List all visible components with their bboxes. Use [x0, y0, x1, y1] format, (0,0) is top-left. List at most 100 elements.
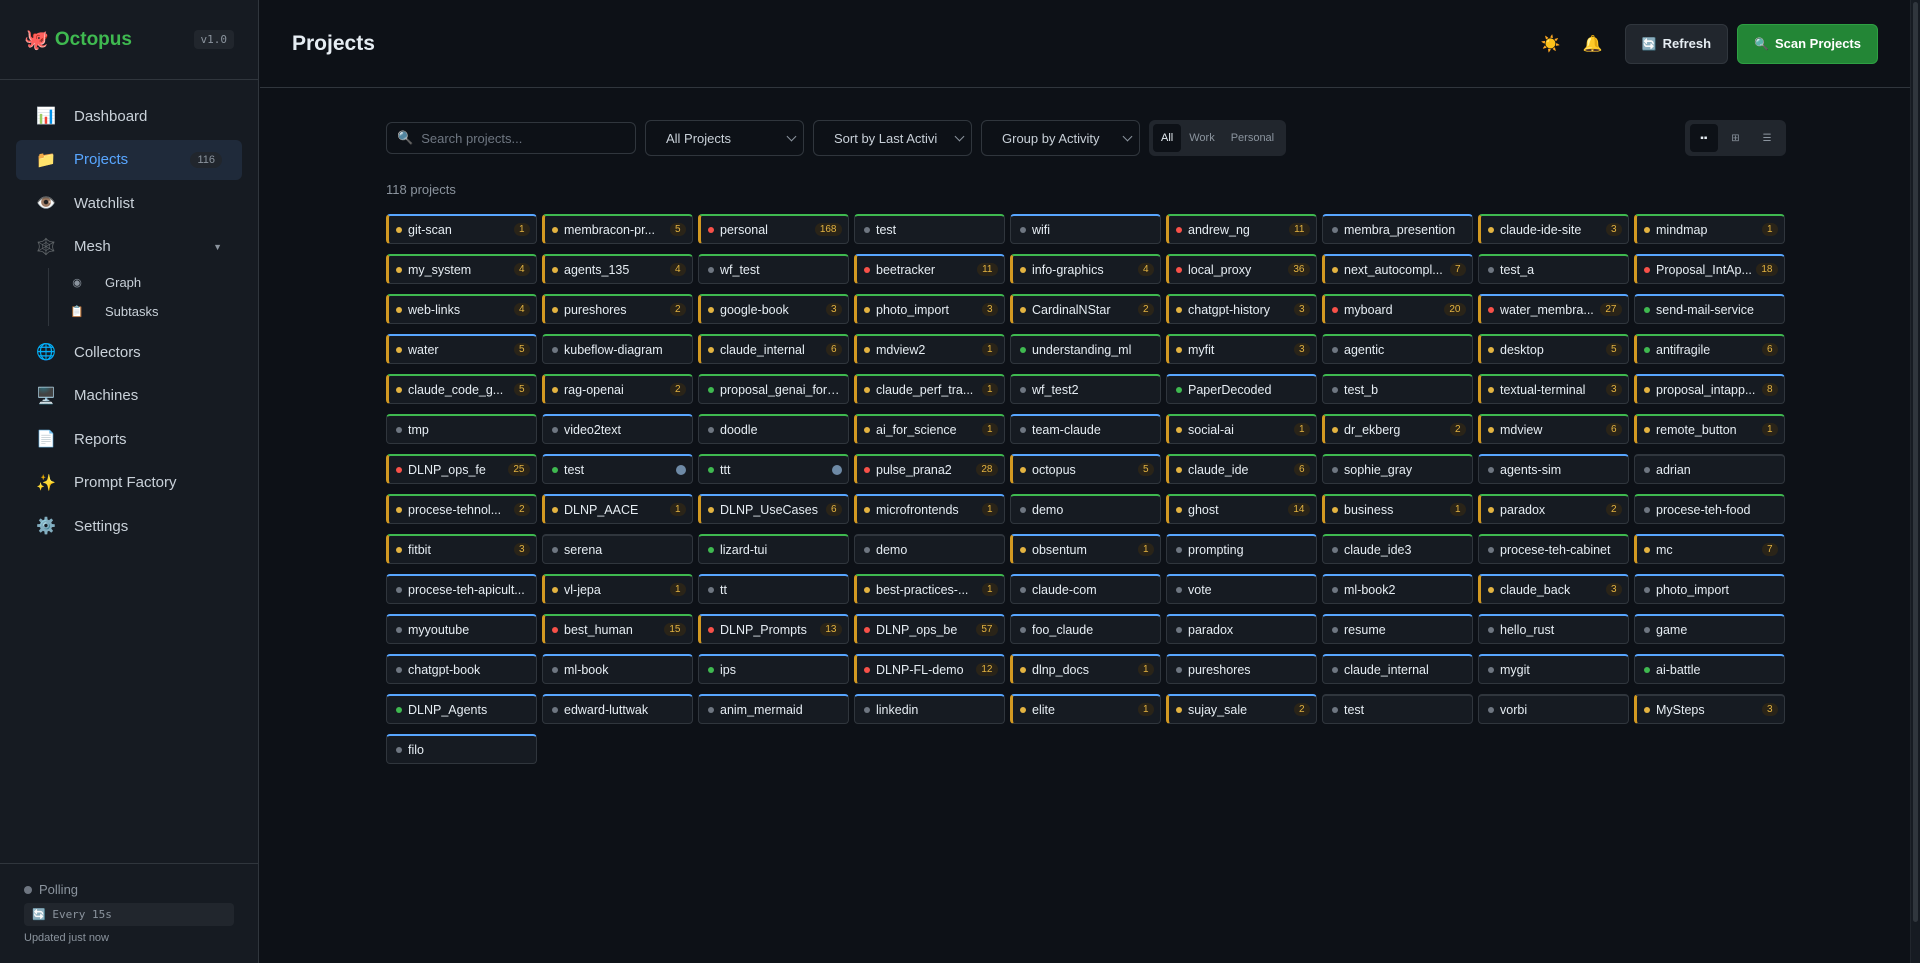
bell-icon[interactable]: 🔔 [1582, 35, 1603, 53]
nav-item-prompt-factory[interactable]: ✨ Prompt Factory [16, 463, 242, 503]
project-card[interactable]: personal 168 [698, 214, 849, 244]
project-card[interactable]: google-book 3 [698, 294, 849, 324]
project-card[interactable]: test [854, 214, 1005, 244]
project-card[interactable]: ttt [698, 454, 849, 484]
project-card[interactable]: rag-openai 2 [542, 374, 693, 404]
project-card[interactable]: obsentum 1 [1010, 534, 1161, 564]
project-card[interactable]: prompting [1166, 534, 1317, 564]
project-card[interactable]: mc 7 [1634, 534, 1785, 564]
project-card[interactable]: ips [698, 654, 849, 684]
project-card[interactable]: video2text [542, 414, 693, 444]
project-card[interactable]: test [1322, 694, 1473, 724]
nav-item-collectors[interactable]: 🌐 Collectors [16, 332, 242, 372]
project-card[interactable]: sophie_gray [1322, 454, 1473, 484]
project-card[interactable]: business 1 [1322, 494, 1473, 524]
project-card[interactable]: chatgpt-book [386, 654, 537, 684]
project-card[interactable]: vl-jepa 1 [542, 574, 693, 604]
project-card[interactable]: beetracker 11 [854, 254, 1005, 284]
project-card[interactable]: best-practices-... 1 [854, 574, 1005, 604]
project-card[interactable]: mygit [1478, 654, 1629, 684]
project-card[interactable]: procese-teh-cabinet [1478, 534, 1629, 564]
project-card[interactable]: vorbi [1478, 694, 1629, 724]
project-card[interactable]: DLNP_UseCases 6 [698, 494, 849, 524]
project-card[interactable]: DLNP_Agents [386, 694, 537, 724]
project-card[interactable]: water_membra... 27 [1478, 294, 1629, 324]
project-card[interactable]: claude_ide 6 [1166, 454, 1317, 484]
project-card[interactable]: info-graphics 4 [1010, 254, 1161, 284]
chevron-down-icon[interactable]: ▼ [213, 241, 222, 252]
nav-item-reports[interactable]: 📄 Reports [16, 419, 242, 459]
project-card[interactable]: pureshores [1166, 654, 1317, 684]
project-card[interactable]: claude_ide3 [1322, 534, 1473, 564]
project-card[interactable]: Proposal_IntAp... 18 [1634, 254, 1785, 284]
project-card[interactable]: linkedin [854, 694, 1005, 724]
project-card[interactable]: membra_presention [1322, 214, 1473, 244]
project-card[interactable]: agentic [1322, 334, 1473, 364]
project-card[interactable]: photo_import 3 [854, 294, 1005, 324]
project-card[interactable]: myfit 3 [1166, 334, 1317, 364]
scope-personal[interactable]: Personal [1230, 132, 1275, 144]
project-card[interactable]: demo [1010, 494, 1161, 524]
project-card[interactable]: agents_135 4 [542, 254, 693, 284]
project-card[interactable]: game [1634, 614, 1785, 644]
project-card[interactable]: ai_for_science 1 [854, 414, 1005, 444]
project-card[interactable]: claude_internal [1322, 654, 1473, 684]
project-card[interactable]: DLNP_ops_fe 25 [386, 454, 537, 484]
nav-item-machines[interactable]: 🖥️ Machines [16, 376, 242, 416]
project-card[interactable]: git-scan 1 [386, 214, 537, 244]
project-card[interactable]: remote_button 1 [1634, 414, 1785, 444]
project-card[interactable]: claude_internal 6 [698, 334, 849, 364]
project-card[interactable]: hello_rust [1478, 614, 1629, 644]
scope-work[interactable]: Work [1189, 132, 1215, 144]
polling-interval[interactable]: 🔄 Every 15s [24, 903, 234, 926]
project-card[interactable]: claude-com [1010, 574, 1161, 604]
project-card[interactable]: understanding_ml [1010, 334, 1161, 364]
nav-item-projects[interactable]: 📁 Projects 116 [16, 139, 242, 180]
project-card[interactable]: claude_perf_tra... 1 [854, 374, 1005, 404]
brand[interactable]: 🐙 Octopus v1.0 [0, 0, 258, 80]
project-card[interactable]: paradox [1166, 614, 1317, 644]
project-card[interactable]: paradox 2 [1478, 494, 1629, 524]
project-card[interactable]: procese-tehnol... 2 [386, 494, 537, 524]
nav-item-settings[interactable]: ⚙️ Settings [16, 506, 242, 546]
project-card[interactable]: lizard-tui [698, 534, 849, 564]
search-input[interactable] [421, 130, 612, 146]
project-card[interactable]: tt [698, 574, 849, 604]
project-card[interactable]: desktop 5 [1478, 334, 1629, 364]
project-card[interactable]: photo_import [1634, 574, 1785, 604]
project-card[interactable]: tmp [386, 414, 537, 444]
compact-view-icon[interactable]: ▪▪ [1689, 124, 1718, 152]
nav-item-subtasks[interactable]: 📋 Subtasks [69, 297, 242, 326]
nav-item-graph[interactable]: ◉ Graph [69, 268, 242, 297]
project-card[interactable]: pureshores 2 [542, 294, 693, 324]
project-card[interactable]: kubeflow-diagram [542, 334, 693, 364]
project-card[interactable]: proposal_intapp... 8 [1634, 374, 1785, 404]
project-card[interactable]: DLNP-FL-demo 12 [854, 654, 1005, 684]
project-card[interactable]: DLNP_Prompts 13 [698, 614, 849, 644]
project-card[interactable]: procese-teh-food [1634, 494, 1785, 524]
project-card[interactable]: my_system 4 [386, 254, 537, 284]
project-card[interactable]: procese-teh-apicult... [386, 574, 537, 604]
project-card[interactable]: CardinalNStar 2 [1010, 294, 1161, 324]
nav-item-mesh[interactable]: 🕸️ Mesh ▼ [16, 227, 242, 267]
project-card[interactable]: dlnp_docs 1 [1010, 654, 1161, 684]
project-card[interactable]: myyoutube [386, 614, 537, 644]
project-card[interactable]: pulse_prana2 28 [854, 454, 1005, 484]
project-card[interactable]: wf_test2 [1010, 374, 1161, 404]
nav-item-dashboard[interactable]: 📊 Dashboard [16, 96, 242, 136]
project-card[interactable]: DLNP_ops_be 57 [854, 614, 1005, 644]
project-card[interactable]: microfrontends 1 [854, 494, 1005, 524]
project-card[interactable]: foo_claude [1010, 614, 1161, 644]
scan-projects-button[interactable]: 🔍 Scan Projects [1737, 23, 1878, 64]
project-card[interactable]: doodle [698, 414, 849, 444]
project-card[interactable]: ml-book [542, 654, 693, 684]
project-card[interactable]: mdview2 1 [854, 334, 1005, 364]
filter-select[interactable]: All Projects [645, 120, 804, 156]
project-card[interactable]: claude-ide-site 3 [1478, 214, 1629, 244]
project-card[interactable]: mindmap 1 [1634, 214, 1785, 244]
project-card[interactable]: MySteps 3 [1634, 694, 1785, 724]
project-card[interactable]: wifi [1010, 214, 1161, 244]
project-card[interactable]: agents-sim [1478, 454, 1629, 484]
project-card[interactable]: ai-battle [1634, 654, 1785, 684]
project-card[interactable]: team-claude [1010, 414, 1161, 444]
